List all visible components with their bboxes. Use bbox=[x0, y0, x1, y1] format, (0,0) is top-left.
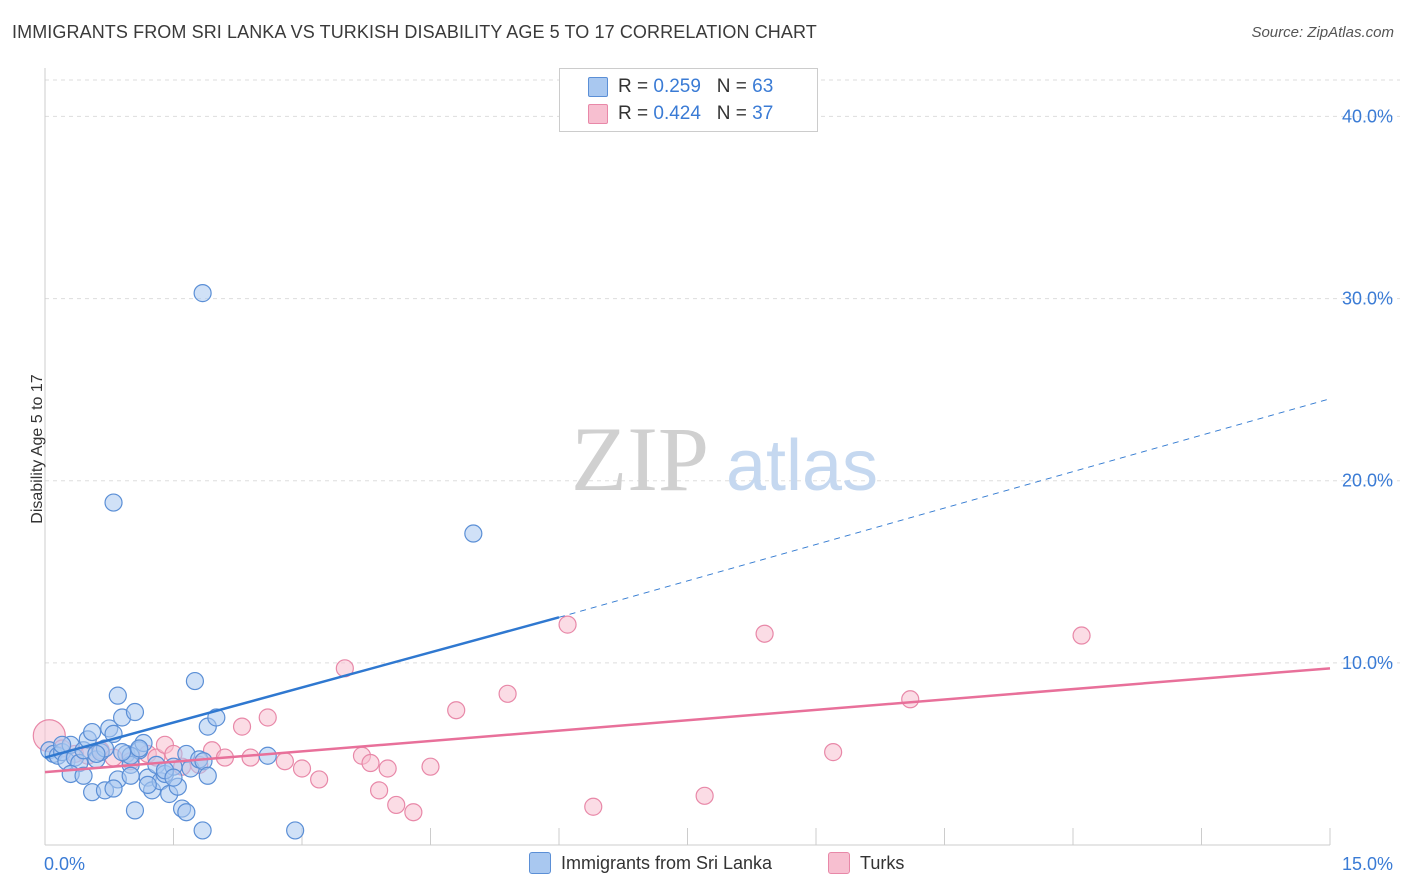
y-tick-label: 30.0% bbox=[1342, 289, 1393, 309]
sri-lanka-point bbox=[193, 821, 212, 840]
sri-lanka-point bbox=[104, 493, 123, 512]
sri-lanka-point bbox=[193, 284, 212, 303]
axes bbox=[44, 68, 1331, 846]
source-label: Source: ZipAtlas.com bbox=[1251, 24, 1394, 41]
turks-point bbox=[258, 708, 277, 727]
sri-lanka-point bbox=[164, 768, 183, 787]
tick-labels: 10.0% 20.0% 30.0% 40.0% 0.0% 15.0% bbox=[44, 106, 1393, 874]
turks-point bbox=[421, 757, 440, 776]
turks-point bbox=[378, 759, 397, 778]
r-label: R = bbox=[618, 103, 649, 124]
legend-swatch-blue bbox=[529, 852, 551, 874]
legend-item-sri-lanka[interactable]: Immigrants from Sri Lanka bbox=[529, 852, 772, 874]
sri-lanka-point bbox=[464, 524, 483, 543]
turks-point bbox=[387, 795, 406, 815]
sri-lanka-point bbox=[121, 766, 140, 785]
legend-item-turks[interactable]: Turks bbox=[828, 852, 904, 874]
legend-label-sri-lanka: Immigrants from Sri Lanka bbox=[561, 852, 773, 873]
r-value: 0.424 bbox=[653, 103, 701, 124]
series-legend: Immigrants from Sri Lanka Turks bbox=[0, 852, 1406, 878]
turks-point bbox=[498, 684, 517, 703]
turks-point bbox=[824, 743, 843, 762]
watermark-atlas: atlas bbox=[726, 426, 878, 506]
turks-point bbox=[275, 752, 294, 771]
sri-lanka-point bbox=[112, 743, 132, 762]
y-tick-label: 10.0% bbox=[1342, 653, 1393, 673]
sri-lanka-trend-line bbox=[44, 616, 560, 759]
turks-trend-line bbox=[44, 667, 1331, 774]
turks-point bbox=[310, 770, 329, 789]
turks-point bbox=[404, 803, 423, 822]
r-label: R = bbox=[618, 76, 649, 97]
turks-point bbox=[1072, 626, 1091, 645]
chart-title: IMMIGRANTS FROM SRI LANKA VS TURKISH DIS… bbox=[12, 22, 817, 42]
n-value: 37 bbox=[752, 103, 774, 124]
watermark: ZIP atlas bbox=[571, 408, 878, 510]
sri-lanka-point bbox=[177, 803, 196, 822]
legend-row-turks: R = 0.424 N = 37 bbox=[618, 102, 773, 126]
legend-label-turks: Turks bbox=[860, 852, 905, 873]
y-axis-label: Disability Age 5 to 17 bbox=[29, 374, 46, 524]
sri-lanka-point bbox=[130, 739, 149, 758]
legend-swatch-pink bbox=[828, 852, 850, 874]
turks-point bbox=[901, 690, 920, 709]
n-label: N = bbox=[716, 103, 747, 124]
gridlines bbox=[45, 79, 1400, 664]
legend-swatch-blue bbox=[588, 77, 608, 97]
x-tick-label: 0.0% bbox=[44, 854, 85, 874]
sri-lanka-point bbox=[83, 722, 102, 742]
turks-point bbox=[232, 717, 252, 736]
sri-lanka-points bbox=[40, 284, 483, 840]
sri-lanka-point bbox=[198, 766, 217, 785]
turks-point bbox=[447, 701, 466, 720]
turks-point bbox=[361, 753, 380, 773]
sri-lanka-point bbox=[87, 744, 106, 764]
x-tick-label: 15.0% bbox=[1342, 854, 1393, 874]
r-value: 0.259 bbox=[653, 76, 701, 97]
trend-lines bbox=[44, 398, 1331, 774]
sri-lanka-trend-extension bbox=[558, 398, 1331, 618]
n-value: 63 bbox=[752, 76, 774, 97]
stats-legend: R = 0.259 N = 63 R = 0.424 N = 37 bbox=[559, 68, 818, 132]
turks-point bbox=[241, 748, 260, 767]
sri-lanka-point bbox=[74, 766, 93, 785]
sri-lanka-point bbox=[286, 821, 305, 840]
turks-point bbox=[370, 781, 389, 800]
legend-row-sri-lanka: R = 0.259 N = 63 bbox=[618, 75, 773, 99]
turks-point bbox=[292, 759, 312, 778]
sri-lanka-point bbox=[185, 671, 205, 691]
legend-swatch-pink bbox=[588, 104, 608, 124]
turks-point bbox=[755, 624, 774, 643]
sri-lanka-point bbox=[104, 779, 123, 798]
sri-lanka-point bbox=[125, 801, 145, 820]
sri-lanka-point bbox=[138, 775, 157, 794]
turks-point bbox=[695, 786, 714, 805]
watermark-zip: ZIP bbox=[571, 408, 709, 510]
turks-point bbox=[558, 615, 577, 634]
turks-point bbox=[584, 797, 603, 816]
y-tick-label: 20.0% bbox=[1342, 471, 1393, 491]
n-label: N = bbox=[716, 76, 747, 97]
y-tick-label: 40.0% bbox=[1342, 106, 1393, 126]
sri-lanka-point bbox=[108, 686, 127, 705]
sri-lanka-point bbox=[125, 702, 145, 722]
